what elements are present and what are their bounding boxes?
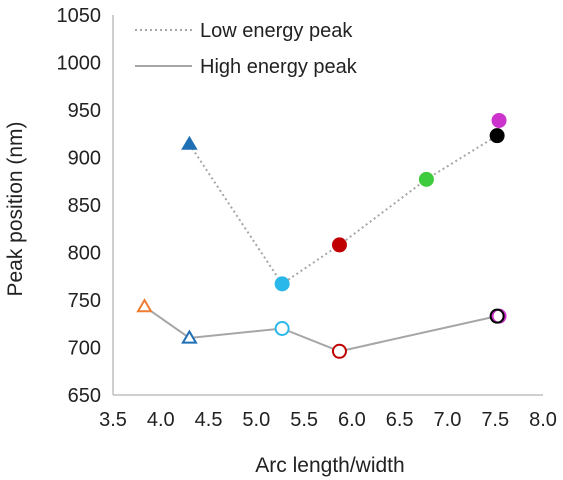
y-axis-label: Peak position (nm) xyxy=(4,121,27,296)
low-energy-point-marker xyxy=(491,112,507,128)
x-tick-label: 6.0 xyxy=(338,409,366,431)
legend-label-high-energy: High energy peak xyxy=(200,56,358,78)
low-energy-point-marker xyxy=(181,135,198,150)
series-line-high-energy xyxy=(143,305,498,353)
y-tick-label: 700 xyxy=(68,338,101,360)
y-tick-labels: 650 700 750 800 850 900 950 1000 1050 xyxy=(57,5,102,407)
x-tick-labels: 3.5 4.0 4.5 5.0 5.5 6.0 6.5 7.0 7.5 8.0 xyxy=(99,409,557,431)
x-tick-label: 3.5 xyxy=(99,409,127,431)
x-axis-label: Arc length/width xyxy=(255,454,404,477)
y-tick-label: 1000 xyxy=(57,53,102,75)
low-energy-point-marker xyxy=(418,171,434,187)
series-lines xyxy=(143,134,498,353)
low-energy-point-marker xyxy=(489,128,505,144)
y-tick-label: 850 xyxy=(68,195,101,217)
x-tick-label: 4.0 xyxy=(147,409,175,431)
x-tick-label: 6.5 xyxy=(386,409,414,431)
low-energy-point-marker xyxy=(331,237,347,253)
series-markers xyxy=(136,112,507,359)
high-energy-point-marker xyxy=(489,308,505,324)
high-energy-point-marker xyxy=(181,329,198,344)
series-line-low-energy xyxy=(188,134,498,286)
y-tick-label: 650 xyxy=(68,385,101,407)
y-tick-label: 1050 xyxy=(57,5,102,27)
axes xyxy=(112,15,543,396)
legend-label-low-energy: Low energy peak xyxy=(200,20,353,42)
x-tick-label: 8.0 xyxy=(529,409,557,431)
x-tick-label: 5.0 xyxy=(242,409,270,431)
legend: Low energy peak High energy peak xyxy=(135,20,358,78)
x-tick-label: 7.0 xyxy=(434,409,462,431)
high-energy-point-marker xyxy=(331,343,347,359)
high-energy-point-marker xyxy=(136,298,153,313)
x-tick-label: 4.5 xyxy=(195,409,223,431)
x-tick-label: 7.5 xyxy=(481,409,509,431)
y-tick-label: 950 xyxy=(68,100,101,122)
low-energy-point-marker xyxy=(274,276,290,292)
x-tick-label: 5.5 xyxy=(290,409,318,431)
y-tick-label: 750 xyxy=(68,290,101,312)
y-tick-label: 800 xyxy=(68,243,101,265)
high-energy-point-marker xyxy=(274,321,290,336)
y-tick-label: 900 xyxy=(68,148,101,170)
